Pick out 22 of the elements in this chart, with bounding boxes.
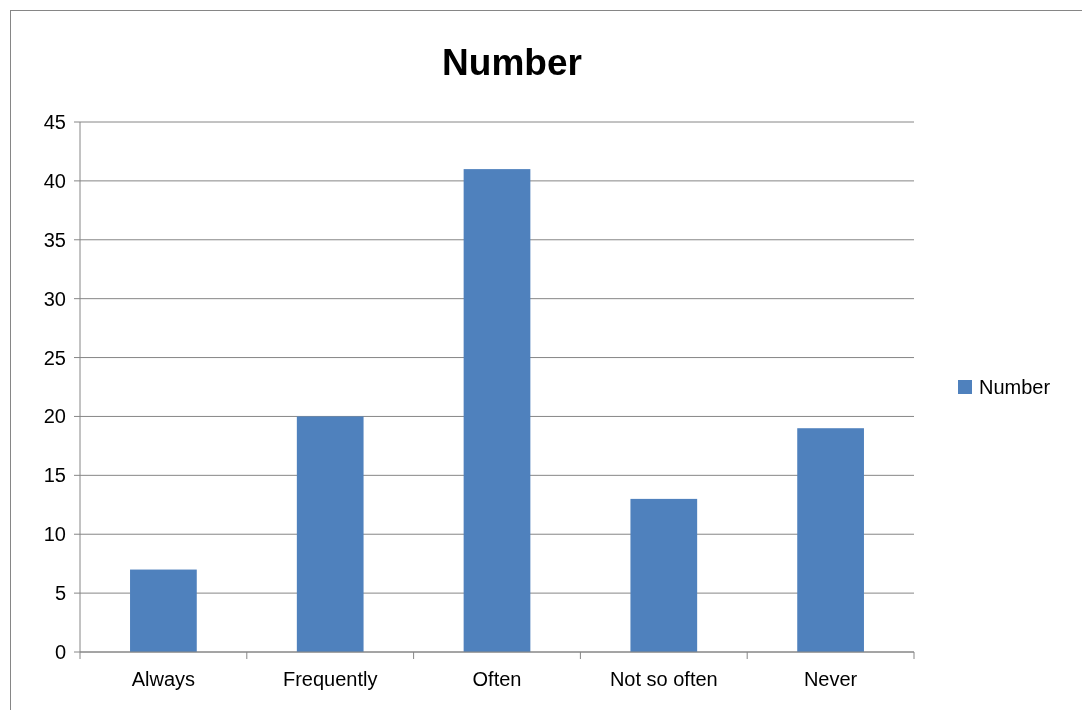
x-tick-label: Frequently — [282, 668, 378, 690]
x-tick-label: Often — [472, 668, 522, 690]
y-tick-label: 30 — [43, 287, 66, 310]
y-tick-label: 35 — [43, 228, 66, 251]
bar — [463, 169, 531, 652]
bar — [630, 498, 698, 652]
y-tick-label: 0 — [54, 641, 66, 663]
legend-label: Number — [979, 376, 1051, 398]
bar — [130, 569, 197, 652]
bar — [797, 428, 864, 652]
chart-title: Number — [442, 42, 582, 83]
y-tick-label: 15 — [43, 464, 66, 487]
y-tick-label: 25 — [43, 346, 66, 369]
bar — [296, 416, 364, 652]
x-tick-label: Always — [131, 668, 196, 690]
y-tick-label: 45 — [43, 111, 66, 133]
y-tick-label: 20 — [43, 405, 66, 428]
x-tick-label: Never — [803, 668, 858, 690]
x-tick-label: Not so often — [609, 668, 718, 690]
y-tick-label: 40 — [43, 169, 66, 192]
y-tick-label: 5 — [54, 582, 66, 605]
y-tick-label: 10 — [43, 523, 66, 546]
